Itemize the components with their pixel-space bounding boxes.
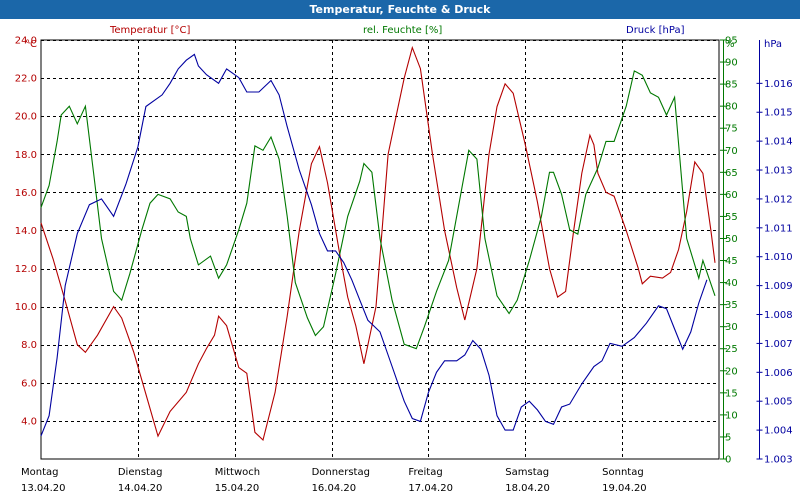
pressure-tick-label: 1.016 [764, 79, 793, 90]
x-date-label: 13.04.20 [21, 483, 66, 494]
pressure-tick-label: 1.005 [764, 397, 793, 408]
temperature-tick-label: 20.0 [15, 112, 37, 123]
humidity-tick-label: 55 [725, 212, 738, 223]
humidity-tick-label: 5 [725, 432, 731, 443]
pressure-unit: hPa [764, 39, 782, 50]
humidity-tick-label: 30 [725, 322, 738, 333]
x-day-label: Mittwoch [215, 467, 260, 478]
temperature-tick-label: 14.0 [15, 226, 37, 237]
series-line-temperature [40, 45, 716, 442]
humidity-tick-label: 0 [725, 455, 731, 466]
x-day-label: Dienstag [118, 467, 163, 478]
pressure-tick-label: 1.014 [764, 137, 793, 148]
humidity-tick-label: 50 [725, 234, 738, 245]
temperature-tick-label: 6.0 [21, 378, 37, 389]
temperature-tick-label: 16.0 [15, 188, 37, 199]
humidity-tick-label: 35 [725, 300, 738, 311]
x-date-label: 17.04.20 [408, 483, 453, 494]
pressure-tick-label: 1.003 [764, 455, 793, 466]
legend-temperature: Temperatur [°C] [109, 25, 190, 36]
temperature-tick-label: 12.0 [15, 264, 37, 275]
humidity-tick-label: 40 [725, 278, 738, 289]
pressure-tick-label: 1.009 [764, 281, 793, 292]
x-date-label: 18.04.20 [505, 483, 550, 494]
chart: 4.0 6.0 8.0 10.0 12.0 14.0 16.0 18.0 20.0 22.0 24.… [15, 25, 793, 494]
x-day-label: Sonntag [602, 467, 644, 478]
legend-humidity: rel. Feuchte [%] [363, 25, 442, 36]
pressure-tick-label: 1.006 [764, 368, 793, 379]
temperature-tick-label: 22.0 [15, 74, 37, 85]
humidity-tick-label: 95 [725, 36, 738, 47]
x-day-label: Donnerstag [312, 467, 370, 478]
pressure-tick-label: 1.011 [764, 223, 793, 234]
legend: Temperatur [°C] rel. Feuchte [%] Druck [hP… [109, 25, 685, 36]
temperature-tick-label: 24.0 [15, 36, 37, 47]
temperature-axis: 4.0 6.0 8.0 10.0 12.0 14.0 16.0 18.0 20.0 22.0 24.… [15, 36, 37, 428]
temperature-tick-label: 4.0 [21, 416, 37, 427]
x-day-label: Samstag [505, 467, 549, 478]
x-axis: Montag 13.04.20 Dienstag 14.04.20 Mittwoch 15… [21, 467, 647, 494]
grid [40, 39, 720, 460]
humidity-tick-label: 65 [725, 168, 738, 179]
humidity-tick-label: 15 [725, 388, 738, 399]
humidity-tick-label: 20 [725, 366, 738, 377]
pressure-tick-label: 1.004 [764, 426, 793, 437]
humidity-tick-label: 45 [725, 256, 738, 267]
pressure-tick-label: 1.008 [764, 310, 793, 321]
window-title: Temperatur, Feuchte & Druck [0, 0, 800, 19]
series-line-pressure [40, 53, 708, 437]
pressure-tick-label: 1.012 [764, 194, 793, 205]
humidity-tick-label: 85 [725, 80, 738, 91]
temperature-tick-label: 10.0 [15, 302, 37, 313]
humidity-tick-label: 70 [725, 146, 738, 157]
pressure-tick-label: 1.013 [764, 166, 793, 177]
pressure-tick-label: 1.010 [764, 252, 793, 263]
temperature-tick-label: 8.0 [21, 340, 37, 351]
humidity-unit: % [725, 39, 735, 50]
series-lines [40, 45, 716, 442]
x-date-label: 14.04.20 [118, 483, 163, 494]
x-date-label: 15.04.20 [215, 483, 260, 494]
temperature-unit: °C [25, 39, 37, 50]
temperature-tick-label: 18.0 [15, 150, 37, 161]
humidity-tick-label: 25 [725, 344, 738, 355]
x-date-label: 19.04.20 [602, 483, 647, 494]
legend-pressure: Druck [hPa] [626, 25, 685, 36]
humidity-axis: 0 5 10 15 20 25 30 35 40 45 50 55 60 65 70 75 80 85 90 95% [720, 36, 738, 466]
x-day-label: Freitag [408, 467, 442, 478]
humidity-tick-label: 90 [725, 58, 738, 69]
pressure-axis: 1.003 1.004 1.005 1.006 1.007 1.008 1.009 1.010… [756, 39, 793, 466]
humidity-tick-label: 75 [725, 124, 738, 135]
pressure-tick-label: 1.007 [764, 339, 793, 350]
x-date-label: 16.04.20 [312, 483, 357, 494]
humidity-tick-label: 60 [725, 190, 738, 201]
humidity-tick-label: 80 [725, 102, 738, 113]
x-day-label: Montag [21, 467, 58, 478]
humidity-tick-label: 10 [725, 410, 738, 421]
series-line-humidity [40, 70, 716, 350]
pressure-tick-label: 1.015 [764, 108, 793, 119]
